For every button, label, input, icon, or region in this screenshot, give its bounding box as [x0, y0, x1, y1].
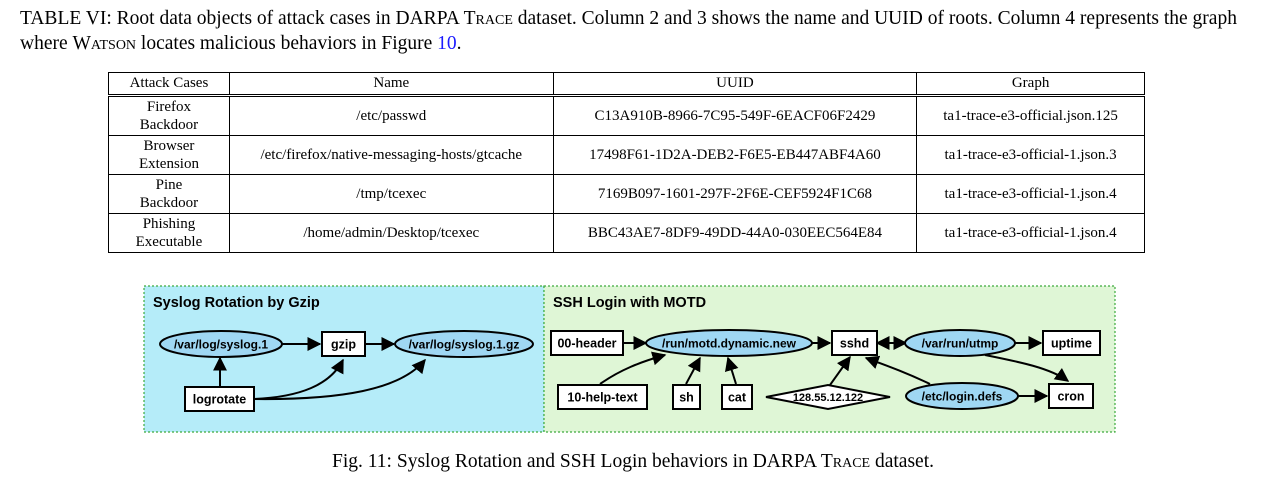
cat-node — [721, 384, 753, 410]
edge-logrotate-syslog1gz — [253, 358, 426, 401]
uuid-cell: 17498F61-1D2A-DEB2-F6E5-EB447ABF4A60 — [552, 135, 918, 175]
sshd-node — [831, 330, 878, 356]
attack-case-line: Firefox — [146, 99, 192, 115]
sshd-label: sshd — [840, 337, 869, 351]
ip-label: 128.55.12.122 — [793, 392, 863, 404]
utmp-node — [904, 329, 1016, 357]
figure-caption: Fig. 11: Syslog Rotation and SSH Login b… — [0, 449, 1266, 474]
figure-caption-suffix: dataset. — [870, 451, 934, 472]
attack-case-line: Browser — [143, 138, 195, 154]
attack-case-cell: Phishing Executable — [108, 213, 230, 253]
graph-cell: ta1-trace-e3-official.json.125 — [916, 95, 1145, 136]
figure-caption-prefix: Fig. 11: Syslog Rotation and SSH Login b… — [332, 451, 821, 472]
helptext-node — [557, 384, 648, 410]
table-caption-suffix: locates malicious behaviors in Figure — [136, 33, 438, 54]
cat-label: cat — [728, 391, 747, 405]
attack-case-line: Executable — [135, 234, 203, 250]
ssh-edges — [599, 336, 1070, 403]
syslog1-label: /var/log/syslog.1 — [174, 338, 268, 352]
cron-label: cron — [1057, 390, 1084, 404]
uptime-label: uptime — [1051, 337, 1092, 351]
edge-utmp-cron — [984, 354, 1070, 382]
name-cell: /tmp/tcexec — [228, 174, 554, 214]
name-cell: /etc/passwd — [228, 95, 554, 136]
uuid-cell: BBC43AE7-8DF9-49DD-44A0-030EEC564E84 — [552, 213, 918, 253]
figure-caption-trace: Trace — [820, 451, 871, 472]
table-row: Phishing Executable /home/admin/Desktop/t… — [108, 213, 1145, 253]
attack-case-cell: Firefox Backdoor — [108, 95, 230, 136]
column-header-uuid: UUID — [552, 72, 918, 97]
graph-cell: ta1-trace-e3-official-1.json.4 — [916, 174, 1145, 214]
attack-case-line: Phishing — [142, 216, 196, 232]
figure-reference-link[interactable]: 10 — [437, 33, 457, 54]
attack-case-cell: Pine Backdoor — [108, 174, 230, 214]
column-header-graph: Graph — [916, 72, 1145, 97]
table-caption-middle: dataset. Column 2 and 3 shows the name a… — [20, 8, 1237, 54]
table-caption-watson: Watson — [72, 33, 137, 54]
motd-node — [645, 329, 813, 357]
table-row: Pine Backdoor /tmp/tcexec 7169B097-1601-2… — [108, 174, 1145, 214]
edge-logrotate-gzip — [253, 358, 344, 400]
logindefs-node — [905, 382, 1019, 410]
table-caption: TABLE VI: Root data objects of attack ca… — [20, 6, 1250, 56]
syslog-panel-title: Syslog Rotation by Gzip — [153, 295, 320, 311]
uptime-node — [1042, 330, 1101, 356]
table-caption-end: . — [456, 33, 462, 54]
gzip-label: gzip — [331, 338, 356, 352]
attack-case-line: Pine — [155, 177, 183, 193]
logrotate-label: logrotate — [193, 393, 247, 407]
edge-cat-motd — [725, 356, 739, 385]
sh-label: sh — [679, 391, 694, 405]
graph-cell: ta1-trace-e3-official-1.json.4 — [916, 213, 1145, 253]
edge-helptext-motd — [599, 351, 667, 385]
attack-case-line: Backdoor — [139, 195, 199, 211]
syslog1-node — [159, 330, 283, 358]
column-header-attack-cases: Attack Cases — [108, 72, 230, 97]
syslog1gz-node — [394, 330, 534, 358]
syslog-edges — [213, 337, 426, 401]
motd-label: /run/motd.dynamic.new — [662, 337, 797, 351]
syslog1gz-label: /var/log/syslog.1.gz — [409, 338, 520, 352]
logrotate-node — [184, 386, 255, 412]
cron-node — [1048, 383, 1094, 409]
ip-node — [765, 383, 891, 411]
table-caption-prefix: TABLE VI: Root data objects of attack ca… — [20, 8, 464, 29]
edge-logindefs-sshd — [864, 355, 931, 385]
edge-ip-sshd — [829, 355, 851, 386]
utmp-label: /var/run/utmp — [922, 337, 999, 351]
header-node — [550, 330, 624, 356]
attack-case-line: Extension — [138, 156, 199, 172]
column-header-name: Name — [228, 72, 554, 97]
table-caption-trace: Trace — [463, 8, 513, 29]
attack-case-line: Backdoor — [139, 117, 199, 133]
sh-node — [672, 384, 701, 410]
root-objects-table: Attack Cases Name UUID Graph Firefox Back… — [108, 72, 1145, 253]
edge-sh-motd — [685, 356, 701, 385]
ssh-panel-title: SSH Login with MOTD — [553, 295, 706, 311]
logindefs-label: /etc/login.defs — [922, 390, 1003, 404]
name-cell: /home/admin/Desktop/tcexec — [228, 213, 554, 253]
uuid-cell: 7169B097-1601-297F-2F6E-CEF5924F1C68 — [552, 174, 918, 214]
table-header-row: Attack Cases Name UUID Graph — [108, 72, 1145, 97]
attack-case-cell: Browser Extension — [108, 135, 230, 175]
gzip-node — [321, 331, 366, 357]
header-label: 00-header — [557, 337, 616, 351]
helptext-label: 10-help-text — [567, 391, 638, 405]
graph-cell: ta1-trace-e3-official-1.json.3 — [916, 135, 1145, 175]
